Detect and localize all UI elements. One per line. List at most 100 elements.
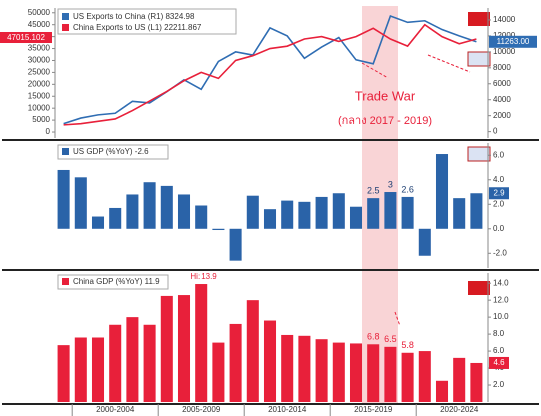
bar [470, 362, 483, 402]
x-tick-label: 2010-2014 [268, 405, 307, 414]
bar [384, 346, 397, 402]
bar [453, 198, 466, 229]
y-tick-label: 20000 [28, 79, 51, 88]
bar [195, 205, 208, 229]
data-label: 6.5 [384, 334, 397, 344]
bar [143, 324, 156, 402]
high-prefix: Hi: [190, 272, 200, 281]
y-tick-label: 10000 [28, 103, 51, 112]
left-tag-box [0, 32, 52, 43]
right-tag: 11263.00 [497, 37, 530, 46]
bar [109, 324, 122, 402]
y-tick-label: 8.0 [493, 329, 505, 338]
bar [298, 335, 311, 402]
y-tick-label: 2.0 [493, 199, 505, 208]
y2-tick-label: 0 [493, 127, 498, 136]
y-tick-label: 2.0 [493, 380, 505, 389]
y2-tick-label: 8000 [493, 63, 511, 72]
bar [212, 228, 225, 231]
y-tick-label: 10.0 [493, 312, 509, 321]
y-tick-label: 0 [46, 127, 51, 136]
bar [160, 185, 173, 229]
bar [401, 196, 414, 229]
bar [263, 320, 277, 402]
bar [435, 154, 449, 229]
bar [177, 194, 191, 229]
legend-box [57, 274, 169, 290]
y-tick-label: 12.0 [493, 295, 509, 304]
bar [349, 206, 363, 229]
flag-china [468, 281, 490, 295]
bar [57, 345, 70, 402]
bar [435, 380, 449, 402]
bar [126, 317, 139, 402]
legend-label: China Exports to US (L1) 22211.867 [73, 23, 202, 32]
flag-us [467, 146, 491, 162]
bar [246, 195, 259, 229]
legend-swatch [62, 148, 69, 155]
y-tick-label: 15000 [28, 91, 51, 100]
y-tick-label: -2.0 [493, 248, 507, 257]
bar [281, 334, 294, 402]
y2-tick-label: 2000 [493, 111, 511, 120]
arrow [427, 54, 471, 73]
legend-label: US Exports to China (R1) 8324.98 [73, 12, 195, 21]
bar [298, 201, 311, 229]
legend-swatch [62, 278, 69, 285]
y-tick-label: 5000 [32, 115, 50, 124]
y-tick-label: 50000 [28, 8, 51, 17]
right-tag: 2.9 [493, 188, 505, 197]
right-tag-box [489, 356, 509, 369]
y2-tick-label: 14000 [493, 15, 516, 24]
bar [418, 228, 431, 256]
bar [91, 216, 105, 229]
bar [74, 337, 87, 402]
y2-tick-label: 10000 [493, 47, 516, 56]
flag-china [468, 12, 490, 26]
bar [263, 209, 277, 229]
line-series [63, 23, 477, 126]
arrow [361, 62, 389, 79]
y-tick-label: 45000 [28, 20, 51, 29]
y-tick-label: 4.0 [493, 175, 505, 184]
bar [57, 169, 70, 229]
x-tick-label: 2005-2009 [182, 405, 221, 414]
annotation: Trade War [355, 88, 416, 103]
bar [453, 357, 466, 402]
legend-swatch [62, 13, 69, 20]
legend-box [57, 8, 237, 35]
bar [367, 344, 380, 402]
bar [418, 351, 431, 402]
bar [332, 342, 345, 402]
left-tag: 47015.102 [7, 33, 45, 42]
legend-label: US GDP (%YoY) -2.6 [73, 147, 149, 156]
bar [91, 337, 105, 402]
bar [315, 339, 328, 402]
y-tick-label: 25000 [28, 68, 51, 77]
bar [384, 192, 397, 229]
bar [401, 352, 414, 402]
y-tick-label: 0.0 [493, 224, 505, 233]
right-tag-box [489, 187, 509, 200]
legend-label: China GDP (%YoY) 11.9 [73, 277, 160, 286]
y2-tick-label: 6000 [493, 79, 511, 88]
right-tag: 4.6 [493, 358, 505, 367]
bar [315, 196, 328, 229]
bar [229, 323, 242, 402]
annotation-sub: (กลาง 2017 - 2019) [338, 115, 432, 127]
data-label: 2.6 [401, 184, 414, 194]
bar [74, 177, 87, 229]
bar [332, 193, 345, 229]
bar [126, 194, 139, 229]
y-tick-label: 6.0 [493, 150, 505, 159]
bar [212, 342, 225, 402]
line-series [63, 14, 477, 125]
arrow [394, 311, 401, 327]
x-tick-label: 2015-2019 [354, 405, 393, 414]
data-label: 6.8 [367, 332, 380, 342]
data-label: 5.8 [401, 340, 414, 350]
flag-us [467, 51, 491, 67]
bar [281, 200, 294, 229]
y-tick-label: 14.0 [493, 278, 509, 287]
